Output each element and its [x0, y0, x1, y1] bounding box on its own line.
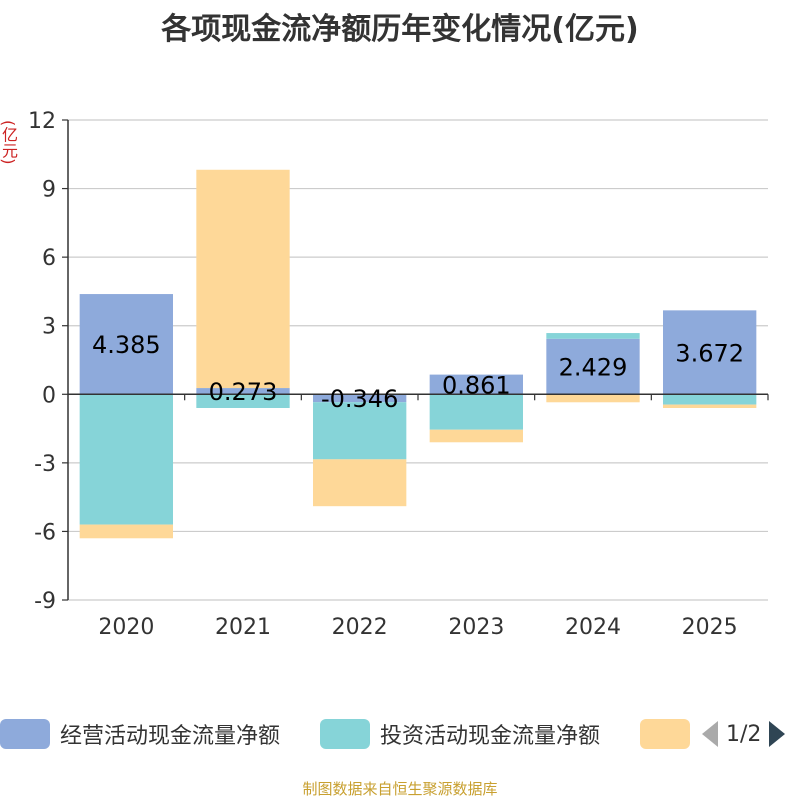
x-tick-label: 2024	[565, 615, 621, 640]
legend-item-investing[interactable]: 投资活动现金流量净额	[320, 716, 600, 752]
legend: 经营活动现金流量净额 投资活动现金流量净额	[0, 716, 800, 756]
x-tick-label: 2022	[332, 615, 388, 640]
bar-2020-series-0	[79, 294, 173, 395]
legend-label-investing: 投资活动现金流量净额	[380, 724, 601, 749]
bar-2024-series-0	[546, 338, 640, 395]
data-label: 0.273	[209, 378, 278, 406]
y-tick-label: 6	[42, 246, 56, 271]
y-tick-label: 0	[42, 383, 56, 408]
y-tick-label: 3	[42, 315, 56, 340]
legend-swatch-investing	[320, 719, 370, 749]
legend-item-financing[interactable]	[640, 716, 700, 752]
bar-2022-series-2	[313, 459, 407, 507]
legend-label-operating: 经营活动现金流量净额	[60, 724, 281, 749]
source-note: 制图数据来自恒生聚源数据库	[302, 780, 498, 798]
bar-2025-series-1	[663, 394, 757, 405]
bar-2024-series-2	[546, 394, 640, 403]
pager-next-icon[interactable]	[767, 719, 787, 749]
bar-2025-series-2	[663, 404, 757, 408]
y-tick-label: -3	[34, 452, 56, 477]
data-label: 2.429	[559, 354, 628, 382]
bar-2021-series-0	[196, 388, 290, 395]
chart-title: 各项现金流净额历年变化情况(亿元)	[161, 12, 639, 47]
legend-item-operating[interactable]: 经营活动现金流量净额	[0, 716, 280, 752]
bar-2024-series-1	[546, 333, 640, 339]
y-axis-unit: (亿元)	[0, 120, 18, 165]
data-label: -0.346	[321, 385, 398, 413]
bar-2021-series-2	[196, 169, 290, 389]
y-tick-label: 9	[42, 178, 56, 203]
y-tick-label: -6	[34, 520, 56, 545]
pager-prev-icon[interactable]	[700, 719, 720, 749]
legend-swatch-operating	[0, 719, 50, 749]
bar-2023-series-0	[429, 374, 523, 395]
data-label: 4.385	[92, 331, 161, 359]
pager-text: 1/2	[726, 721, 762, 747]
x-tick-label: 2020	[98, 615, 154, 640]
bar-2023-series-2	[429, 429, 523, 443]
chart-area: 12 9 6 3 0 -3 -6 -9 2020 2021 2022 2023 2024 2025 4.38…	[28, 109, 769, 640]
bar-2025-series-0	[663, 310, 757, 395]
bar-2021-series-1	[196, 394, 290, 408]
bar-2022-series-0	[313, 394, 407, 403]
bar-2020-series-2	[79, 524, 173, 539]
bar-2023-series-1	[429, 394, 523, 430]
y-tick-label: 12	[28, 109, 56, 134]
x-tick-label: 2023	[448, 615, 504, 640]
legend-pager: 1/2	[700, 716, 787, 752]
x-tick-label: 2025	[682, 615, 738, 640]
x-tick-label: 2021	[215, 615, 271, 640]
bar-2022-series-1	[313, 402, 407, 460]
legend-swatch-financing	[640, 719, 690, 749]
y-tick-label: -9	[34, 589, 56, 614]
data-label: 0.861	[442, 371, 511, 399]
bar-2020-series-1	[79, 394, 173, 525]
data-label: 3.672	[675, 339, 744, 367]
